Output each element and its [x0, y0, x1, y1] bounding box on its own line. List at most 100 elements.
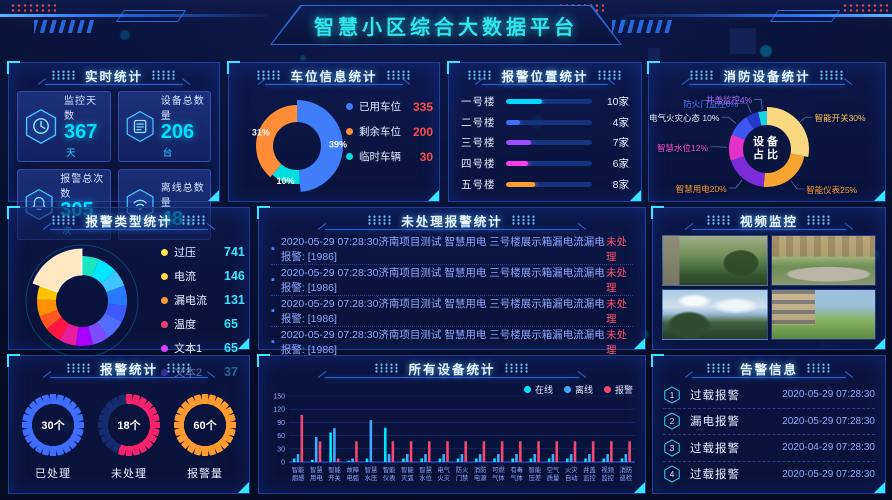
dot-decor	[374, 363, 401, 373]
page-title: 智慧小区综合大数据平台	[314, 16, 578, 39]
legend-item[interactable]: 电流 146	[161, 268, 245, 284]
hash-decor-left	[34, 20, 96, 33]
title-plate: 智慧小区综合大数据平台	[272, 6, 620, 44]
bar-track	[506, 182, 592, 188]
svg-text:门禁: 门禁	[456, 473, 469, 482]
svg-text:智能: 智能	[401, 465, 414, 474]
fire-slice-label: 智慧水位12%	[657, 142, 709, 153]
svg-text:智能: 智能	[292, 465, 305, 474]
panel-title: 未处理报警统计	[401, 214, 503, 229]
svg-text:井盖: 井盖	[583, 465, 596, 474]
legend-value: 741	[224, 245, 245, 259]
svg-text:用电: 用电	[310, 473, 323, 482]
camera-feed-1[interactable]	[662, 235, 768, 286]
legend-item[interactable]: 剩余车位 200	[346, 124, 433, 139]
header-underline	[692, 377, 846, 378]
bullet-icon: ▪	[271, 305, 275, 317]
svg-text:压差: 压差	[529, 473, 542, 482]
legend-dot	[161, 296, 168, 304]
header-step-right	[769, 10, 841, 22]
hexagon-number-badge: 2	[664, 412, 680, 430]
stat-card-grid: 监控天数367天设备总数量206台报警总次数305次离线总数量48台	[17, 91, 211, 240]
panel-header: 报警类型统计	[9, 208, 249, 232]
dot-decor	[367, 215, 394, 225]
svg-text:防火: 防火	[456, 465, 469, 474]
legend-item[interactable]: 温度 65	[161, 316, 245, 332]
legend-dot	[161, 248, 168, 256]
alert-time: 2020-05-29 07:28:30	[782, 468, 875, 480]
panel-header: 报警位置统计	[449, 63, 641, 87]
bar-track	[506, 98, 592, 104]
svg-text:灭弧: 灭弧	[401, 473, 414, 482]
svg-text:150: 150	[273, 394, 285, 401]
legend-dot	[161, 344, 168, 352]
legend-value: 65	[224, 341, 238, 355]
panel-pending-alarms: 未处理报警统计 ▪ 2020-05-29 07:28:30济南项目测试 智慧用电 …	[257, 206, 646, 356]
building-label: 二号楼	[461, 116, 496, 129]
stat-label: 离线总数量	[160, 183, 205, 209]
svg-text:2: 2	[670, 416, 675, 426]
building-label: 一号楼	[461, 95, 496, 108]
dot-decor	[705, 215, 732, 225]
svg-text:30: 30	[277, 446, 285, 453]
camera-feed-3[interactable]	[662, 289, 768, 340]
svg-text:视频: 视频	[601, 465, 614, 474]
legend-item[interactable]: 漏电流 131	[161, 292, 245, 308]
panel-alert-info: 告警信息 1 过载报警 2020-05-29 07:28:30 2 漏电报警 2020-0…	[651, 354, 886, 494]
panel-realtime-stats: 实时统计 监控天数367天设备总数量206台报警总次数305次离线总数量48台	[7, 61, 220, 240]
pending-alarm-row: ▪ 2020-05-29 07:28:30济南项目测试 智慧用电 三号楼展示箱漏电…	[271, 234, 633, 265]
fire-slice-label: 井盖监控4%	[705, 95, 753, 106]
legend-label: 漏电流	[174, 295, 207, 307]
legend-item[interactable]: 临时车辆 30	[346, 149, 433, 164]
bullet-icon: ▪	[271, 243, 275, 255]
fire-slice-label: 防火门监控6%	[683, 99, 739, 110]
devices-chart-legend: 在线 离线 报警	[523, 383, 633, 396]
fire-donut-center-label: 设备 占比	[753, 136, 781, 161]
panel-title: 报警统计	[99, 362, 158, 377]
bar-value: 7家	[612, 137, 629, 150]
stat-label: 设备总数量	[160, 96, 205, 122]
svg-text:智能: 智能	[383, 465, 396, 474]
alert-name: 漏电报警	[690, 416, 740, 429]
dot-decor	[50, 70, 77, 80]
building-label: 三号楼	[461, 137, 496, 150]
svg-text:质量: 质量	[547, 473, 560, 482]
dot-decor	[806, 363, 832, 373]
legend-label: 在线	[534, 385, 553, 395]
bar-fill	[506, 140, 532, 146]
header-underline	[49, 377, 209, 378]
stat-value: 206	[160, 121, 195, 143]
fire-donut-chart: 设备 占比 智能开关30% 智能仪表25% 智慧用电20% 智慧水位12% 电气火灾心态…	[649, 89, 883, 199]
panel-alarm-type: 报警类型统计 过压741电流146漏电流131温度65文本165文本237	[7, 206, 250, 379]
legend-dot	[161, 272, 168, 280]
alarm-text: 2020-05-29 07:28:30济南项目测试 智慧用电 三号楼展示箱漏电流…	[280, 298, 605, 325]
header-underline	[49, 229, 209, 230]
legend-item[interactable]: 报警	[603, 383, 633, 396]
legend-item[interactable]: 文本1 65	[161, 340, 245, 356]
panel-header: 视频监控	[653, 208, 885, 232]
panel-title: 报警位置统计	[501, 69, 589, 84]
legend-item[interactable]: 已用车位 335	[346, 99, 433, 114]
gauge-value: 60个	[193, 420, 217, 432]
legend-item[interactable]: 离线	[563, 383, 593, 396]
gauge: 30个 已处理	[20, 392, 86, 481]
alert-row: 2 漏电报警 2020-05-29 07:28:30	[663, 409, 875, 435]
legend-label: 电流	[174, 271, 196, 283]
alert-name: 过载报警	[690, 469, 740, 482]
svg-text:火灾: 火灾	[437, 473, 450, 482]
legend-item[interactable]: 过压 741	[161, 244, 245, 260]
svg-text:仪表: 仪表	[383, 473, 396, 482]
camera-feed-2[interactable]	[770, 235, 876, 286]
svg-text:烟感: 烟感	[292, 473, 305, 482]
fire-slice-label: 智能开关30%	[814, 113, 866, 124]
status-badge: 未处理	[606, 329, 628, 356]
building-label: 四号楼	[461, 158, 496, 171]
bar-fill	[506, 98, 542, 104]
dot-decor	[705, 363, 732, 373]
svg-text:90: 90	[277, 420, 285, 427]
legend-item[interactable]: 在线	[523, 383, 553, 396]
svg-text:空气: 空气	[547, 465, 560, 474]
dot-decor	[385, 70, 412, 80]
location-row: 四号楼 6家	[461, 156, 629, 171]
camera-feed-4[interactable]	[770, 289, 876, 340]
